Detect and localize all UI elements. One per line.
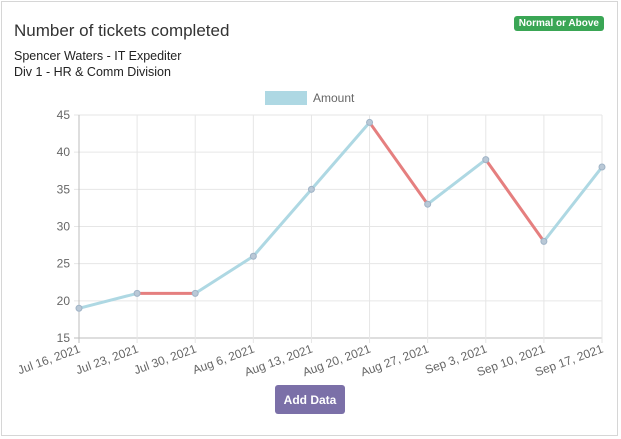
data-point[interactable]: [540, 237, 548, 245]
data-point[interactable]: [133, 289, 141, 297]
y-tick-label: 15: [57, 331, 71, 345]
data-point[interactable]: [307, 185, 315, 193]
y-tick-label: 45: [57, 108, 71, 122]
series-segment: [484, 158, 546, 243]
x-tick-label: Jul 23, 2021: [74, 342, 141, 378]
y-tick-label: 20: [57, 294, 71, 308]
x-tick-label: Jul 30, 2021: [132, 342, 199, 378]
series-segment: [193, 254, 255, 295]
division-name: Div 1 - HR & Comm Division: [14, 65, 171, 79]
data-point[interactable]: [366, 118, 374, 126]
y-tick-label: 30: [57, 220, 71, 234]
status-badge: Normal or Above: [513, 16, 604, 31]
series-segment: [368, 120, 430, 206]
data-point[interactable]: [191, 289, 199, 297]
data-point[interactable]: [249, 252, 257, 260]
chart-legend[interactable]: Amount: [265, 90, 354, 106]
series-segment: [251, 187, 313, 258]
series-segment: [77, 291, 139, 310]
series-segment: [309, 120, 372, 191]
data-point[interactable]: [598, 163, 606, 171]
data-point[interactable]: [424, 200, 432, 208]
y-tick-label: 25: [57, 257, 71, 271]
legend-label: Amount: [313, 91, 355, 105]
add-data-button[interactable]: Add Data: [275, 385, 345, 414]
data-point[interactable]: [75, 304, 83, 312]
y-tick-label: 40: [57, 145, 71, 159]
x-tick-label: Jul 16, 2021: [16, 342, 83, 378]
chart-title: Number of tickets completed: [14, 21, 230, 40]
legend-swatch: [265, 91, 307, 105]
series-segment: [542, 165, 604, 243]
series-segment: [426, 158, 488, 206]
employee-name: Spencer Waters - IT Expediter: [14, 49, 182, 63]
data-point[interactable]: [482, 156, 490, 164]
y-tick-label: 35: [57, 182, 71, 196]
